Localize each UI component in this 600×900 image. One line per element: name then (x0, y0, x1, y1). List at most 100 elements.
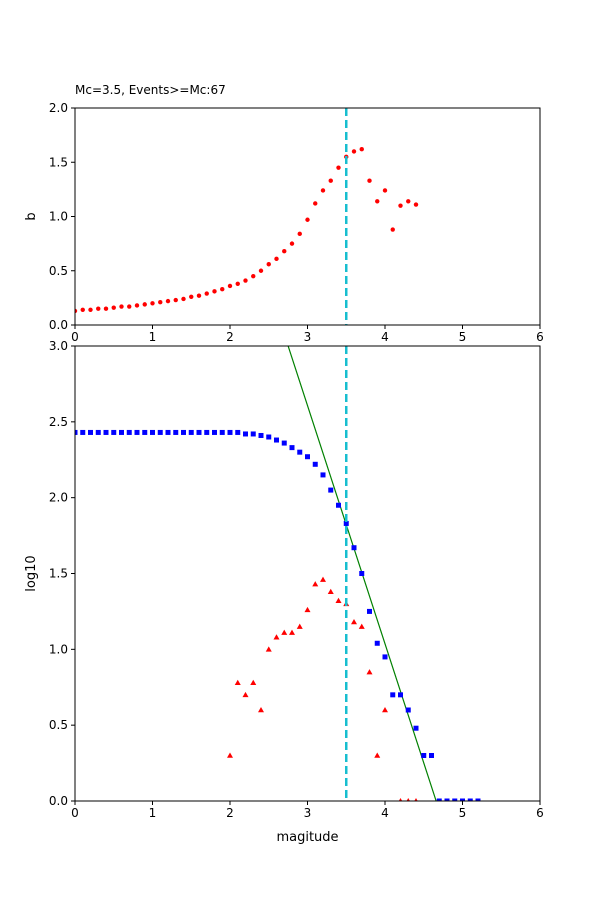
data-point (289, 445, 295, 451)
data-point (382, 707, 388, 713)
data-point (134, 303, 140, 308)
data-point (75, 429, 78, 435)
data-point (157, 429, 163, 435)
plot-area (75, 147, 419, 314)
data-point (405, 707, 411, 713)
data-point (296, 623, 303, 629)
data-point (374, 752, 381, 758)
y-tick-label: 3.0 (49, 339, 68, 353)
data-point (243, 278, 248, 283)
x-axis-label: magitude (276, 830, 338, 845)
data-point (158, 300, 163, 305)
x-tick-label: 5 (459, 330, 467, 344)
data-point (406, 199, 411, 204)
data-point (358, 623, 365, 629)
x-tick-label: 4 (381, 806, 389, 820)
data-point (80, 429, 86, 435)
series-square (75, 429, 481, 801)
data-point (414, 798, 418, 801)
data-point (227, 429, 233, 435)
data-point (250, 679, 257, 685)
axes-frame (74, 345, 541, 802)
data-point (406, 798, 410, 801)
data-point (88, 429, 93, 435)
data-point (265, 646, 272, 652)
data-point (227, 283, 233, 289)
y-tick-label: 0.0 (49, 318, 68, 332)
data-point (103, 429, 109, 435)
data-point (382, 188, 388, 193)
data-point (173, 297, 178, 303)
data-point (188, 429, 194, 435)
data-point (328, 487, 334, 493)
data-point (452, 798, 458, 801)
data-point (204, 291, 209, 296)
data-point (297, 449, 303, 455)
data-point (235, 429, 241, 435)
data-point (88, 307, 93, 313)
data-point (398, 798, 403, 801)
data-point (127, 304, 132, 309)
data-point (204, 429, 210, 435)
data-point (250, 431, 256, 437)
x-tick-label: 0 (71, 330, 79, 344)
data-point (126, 429, 132, 435)
data-point (142, 302, 147, 307)
data-point (274, 256, 279, 262)
data-point (235, 281, 240, 286)
data-point (251, 273, 256, 279)
y-tick-label: 1.5 (49, 155, 68, 169)
data-point (196, 429, 202, 435)
data-point (227, 752, 233, 758)
y-axis-label: log10 (24, 555, 39, 591)
data-point (327, 588, 334, 594)
y-tick-label: 0.5 (49, 718, 68, 732)
chart-title: Mc=3.5, Events>=Mc:67 (75, 83, 226, 97)
data-point (274, 437, 279, 443)
data-point (173, 429, 179, 435)
x-tick-label: 2 (226, 330, 234, 344)
data-point (398, 692, 403, 698)
data-point (103, 306, 109, 311)
data-point (351, 619, 357, 625)
data-point (234, 679, 241, 685)
data-point (390, 692, 396, 698)
y-tick-label: 1.5 (49, 567, 68, 581)
data-point (305, 217, 310, 222)
data-point (320, 576, 326, 582)
data-point (220, 286, 225, 292)
data-point (336, 502, 341, 508)
data-point (111, 429, 117, 435)
x-tick-label: 5 (459, 806, 467, 820)
y-tick-label: 2.0 (49, 101, 68, 115)
data-point (320, 472, 326, 478)
y-tick-label: 1.0 (49, 210, 68, 224)
data-point (436, 798, 442, 801)
data-point (258, 268, 264, 273)
data-point (336, 165, 341, 170)
data-point (212, 429, 217, 435)
x-tick-label: 0 (71, 806, 79, 820)
data-point (374, 640, 380, 646)
data-point (328, 178, 333, 183)
data-point (305, 454, 310, 460)
data-point (96, 306, 101, 311)
top-chart-b-value: Mc=3.5, Events>=Mc:67 0 1 2 3 4 5 6 0.0 0.5 1.0 1.5… (24, 83, 544, 344)
x-tick-label: 3 (304, 330, 312, 344)
data-point (242, 691, 249, 698)
data-point (359, 147, 364, 152)
data-point (351, 149, 357, 154)
data-point (475, 798, 481, 801)
data-point (351, 545, 357, 551)
data-point (297, 231, 302, 237)
axes-frame (74, 107, 541, 326)
data-point (119, 304, 124, 309)
data-point (266, 434, 272, 440)
data-point (367, 608, 372, 614)
x-tick-label: 1 (149, 330, 157, 344)
y-tick-label: 0.5 (49, 264, 68, 278)
data-point (150, 429, 155, 435)
x-tick-label: 2 (226, 806, 234, 820)
bottom-chart-log10: 0 1 2 3 4 5 6 0.0 0.5 1.0 1.5 2.0 2.5 3.0 magitude log1… (24, 339, 544, 845)
